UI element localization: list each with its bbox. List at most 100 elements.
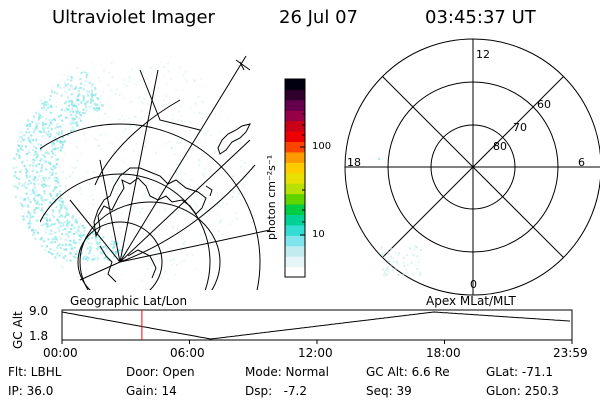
emission-pixel — [240, 190, 243, 192]
emission-pixel — [36, 127, 39, 130]
emission-pixel — [63, 221, 66, 224]
emission-pixel — [159, 246, 162, 249]
emission-pixel — [78, 235, 81, 238]
emission-pixel — [43, 130, 46, 133]
emission-pixel — [168, 268, 171, 271]
emission-pixel — [103, 249, 106, 252]
emission-pixel — [51, 238, 54, 241]
emission-pixel — [35, 147, 38, 150]
emission-pixel — [41, 199, 44, 202]
emission-pixel — [94, 103, 97, 106]
emission-pixel — [219, 148, 222, 151]
emission-pixel — [52, 198, 55, 201]
emission-pixel — [31, 148, 34, 151]
emission-pixel — [29, 222, 32, 225]
emission-pixel — [72, 92, 75, 95]
emission-pixel — [47, 250, 50, 252]
emission-pixel — [91, 97, 94, 100]
emission-pixel — [69, 114, 72, 116]
emission-pixel — [53, 196, 55, 199]
emission-pixel — [233, 175, 236, 178]
emission-pixel — [49, 220, 52, 223]
emission-pixel — [60, 205, 63, 208]
emission-pixel — [51, 90, 54, 93]
emission-pixel — [34, 194, 37, 197]
emission-pixel — [386, 269, 389, 272]
emission-pixel — [69, 100, 72, 102]
emission-pixel — [184, 217, 187, 220]
emission-pixel — [74, 166, 77, 169]
emission-pixel — [94, 257, 97, 260]
emission-pixel — [46, 224, 49, 227]
emission-pixel — [52, 211, 55, 214]
emission-pixel — [25, 168, 28, 171]
emission-pixel — [140, 110, 143, 113]
emission-pixel — [154, 152, 157, 155]
emission-pixel — [73, 104, 76, 107]
emission-pixel — [85, 109, 88, 112]
emission-pixel — [112, 109, 115, 111]
mlat-label-60: 60 — [537, 98, 551, 111]
emission-pixel — [54, 235, 57, 238]
emission-pixel — [172, 212, 175, 215]
emission-pixel — [50, 88, 53, 91]
emission-pixel — [97, 77, 100, 79]
emission-pixel — [139, 71, 142, 74]
emission-pixel — [55, 207, 58, 209]
emission-pixel — [34, 139, 37, 142]
emission-pixel — [27, 205, 30, 208]
emission-pixel — [39, 131, 42, 134]
emission-pixel — [80, 101, 83, 104]
emission-pixel — [197, 121, 199, 124]
emission-pixel — [43, 190, 46, 193]
emission-pixel — [25, 170, 28, 173]
emission-pixel — [44, 231, 47, 234]
emission-pixel — [94, 94, 96, 97]
emission-pixel — [31, 160, 33, 163]
emission-pixel — [76, 250, 78, 253]
emission-pixel — [71, 224, 74, 227]
emission-pixel — [42, 217, 45, 220]
emission-pixel — [129, 241, 132, 244]
emission-pixel — [27, 151, 30, 154]
emission-pixel — [55, 186, 58, 189]
emission-pixel — [16, 187, 19, 190]
emission-pixel — [194, 267, 197, 270]
emission-pixel — [172, 164, 175, 167]
emission-pixel — [113, 246, 116, 249]
emission-pixel — [165, 209, 168, 211]
emission-pixel — [234, 190, 237, 193]
emission-pixel — [89, 195, 92, 198]
emission-pixel — [91, 236, 94, 239]
emission-pixel — [88, 106, 91, 108]
emission-pixel — [202, 197, 205, 200]
emission-pixel — [64, 216, 66, 219]
emission-pixel — [107, 251, 110, 253]
emission-pixel — [19, 202, 22, 205]
emission-pixel — [87, 263, 90, 266]
emission-pixel — [33, 179, 36, 182]
emission-pixel — [105, 132, 107, 135]
emission-pixel — [54, 241, 57, 244]
emission-pixel — [66, 134, 69, 136]
emission-pixel — [100, 95, 103, 98]
emission-pixel — [217, 95, 220, 98]
emission-pixel — [44, 199, 47, 202]
emission-pixel — [53, 91, 56, 94]
emission-pixel — [213, 163, 216, 166]
emission-pixel — [94, 109, 97, 112]
emission-pixel — [40, 180, 43, 183]
emission-pixel — [237, 146, 240, 149]
emission-pixel — [56, 254, 59, 257]
emission-pixel — [184, 130, 187, 133]
emission-pixel — [26, 222, 29, 225]
emission-pixel — [411, 253, 414, 256]
emission-pixel — [232, 175, 234, 178]
colorbar-swatch — [285, 235, 305, 247]
emission-pixel — [110, 89, 113, 92]
emission-pixel — [99, 247, 102, 250]
emission-pixel — [201, 172, 204, 175]
emission-pixel — [139, 79, 141, 82]
emission-pixel — [80, 232, 83, 235]
emission-pixel — [25, 192, 28, 195]
